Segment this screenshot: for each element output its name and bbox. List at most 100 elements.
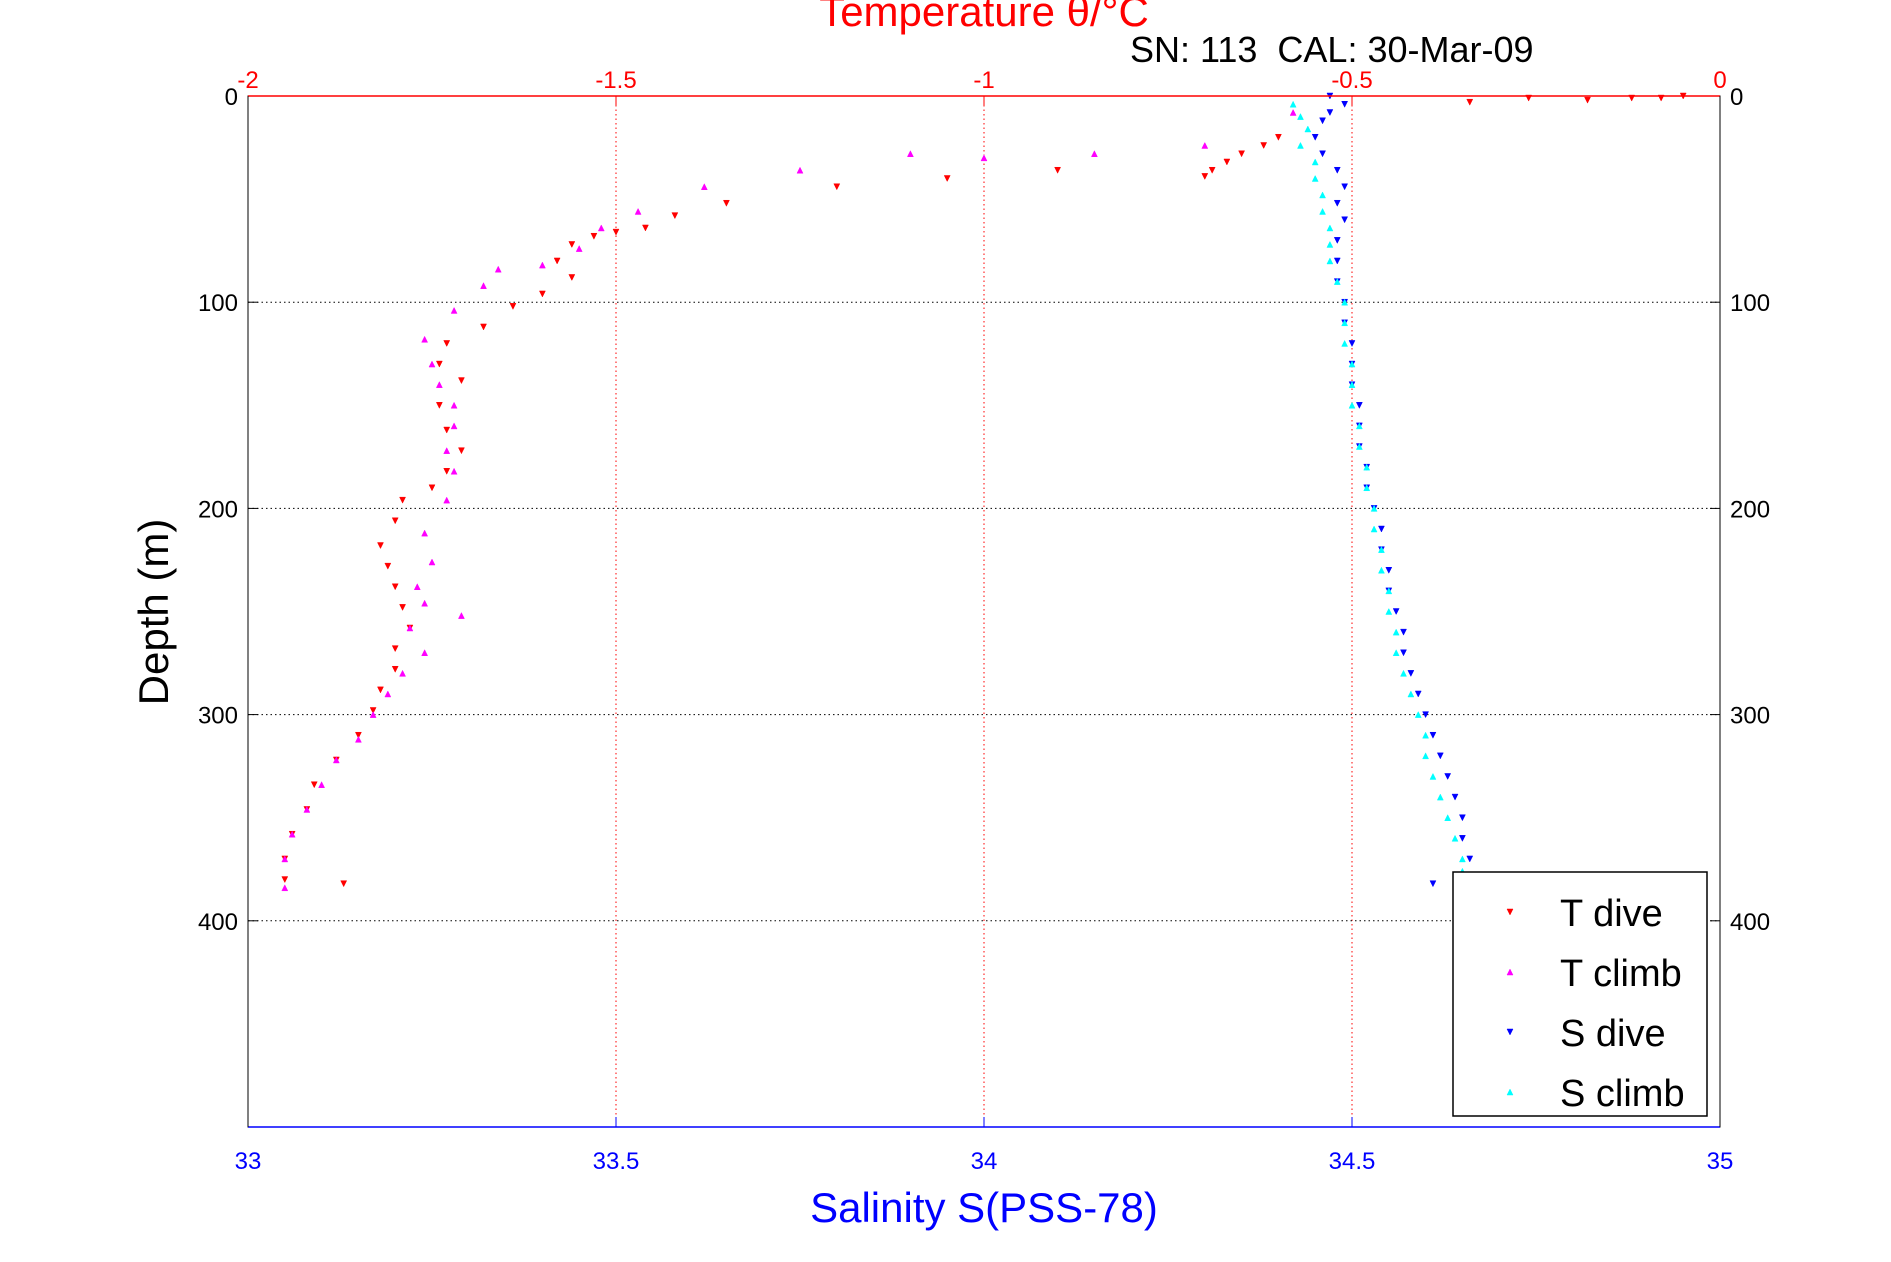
data-point	[399, 669, 406, 677]
data-point	[391, 645, 399, 653]
depth-tick-label-left: 300	[198, 703, 238, 730]
data-point	[443, 468, 451, 475]
data-point	[421, 529, 429, 537]
data-point	[575, 245, 583, 252]
data-point	[1407, 670, 1415, 677]
data-point	[399, 496, 406, 504]
data-point	[1223, 158, 1231, 166]
depth-tick-label-right: 100	[1730, 290, 1770, 317]
series-t-climb	[281, 108, 1297, 892]
data-point	[458, 377, 465, 385]
data-point	[943, 175, 951, 183]
data-point	[428, 558, 436, 566]
data-point	[1341, 100, 1349, 108]
salinity-tick-label: 34.5	[1329, 1148, 1376, 1175]
data-point	[509, 303, 517, 310]
data-point	[1436, 752, 1444, 760]
data-point	[391, 517, 399, 525]
data-point	[318, 781, 326, 788]
data-point	[1378, 525, 1385, 533]
data-point	[369, 707, 377, 715]
data-point	[1341, 298, 1349, 306]
data-point	[1429, 772, 1437, 780]
salinity-tick-label: 35	[1707, 1148, 1734, 1175]
data-point	[1341, 183, 1349, 191]
data-point	[1385, 587, 1393, 595]
data-point	[1274, 133, 1282, 141]
data-point	[1355, 442, 1363, 450]
depth-tick-label-right: 300	[1730, 703, 1770, 730]
data-point	[642, 224, 649, 232]
data-point	[1348, 360, 1356, 368]
data-point	[1348, 381, 1356, 388]
data-point	[450, 401, 458, 409]
data-point	[1333, 199, 1341, 207]
depth-tick-label-right: 0	[1730, 84, 1743, 111]
data-point	[281, 855, 289, 863]
data-point	[428, 484, 436, 492]
data-point	[553, 257, 561, 265]
data-point	[671, 212, 679, 220]
legend-label: S climb	[1560, 1073, 1685, 1115]
salinity-axis-title: Salinity S(PSS-78)	[810, 1184, 1158, 1231]
data-point	[458, 612, 465, 619]
temperature-tick-label: 0	[1713, 67, 1726, 94]
data-point	[1326, 224, 1334, 232]
data-point	[332, 756, 340, 764]
data-point	[1370, 525, 1378, 533]
data-point	[1319, 150, 1326, 158]
legend-marker	[1506, 1028, 1514, 1036]
data-point	[1378, 546, 1385, 553]
data-point	[906, 150, 914, 157]
data-point	[1311, 133, 1319, 141]
legend-marker	[1506, 908, 1514, 916]
data-point	[538, 261, 546, 269]
temperature-tick-label: -2	[237, 67, 258, 94]
data-point	[980, 154, 988, 162]
legend-label: T climb	[1560, 953, 1682, 995]
data-point	[1289, 100, 1297, 108]
data-point	[1363, 463, 1371, 471]
salinity-tick-label: 33	[235, 1148, 262, 1175]
data-point	[1400, 649, 1407, 657]
data-point	[1429, 731, 1437, 739]
data-point	[1451, 834, 1459, 842]
data-point	[1385, 607, 1393, 615]
data-point	[1451, 793, 1459, 801]
depth-tick-label-left: 200	[198, 496, 238, 523]
data-point	[1392, 608, 1400, 616]
data-point	[281, 876, 289, 884]
data-point	[1458, 835, 1466, 842]
depth-tick-label-right: 400	[1730, 909, 1770, 936]
data-point	[406, 624, 414, 632]
data-point	[1392, 649, 1400, 656]
data-point	[1319, 117, 1326, 125]
data-point	[421, 335, 429, 343]
data-point	[1466, 98, 1474, 106]
temperature-tick-label: -1.5	[595, 67, 636, 94]
series-s-climb	[1289, 100, 1466, 875]
data-point	[1208, 166, 1216, 174]
data-point	[450, 306, 458, 314]
data-point	[1348, 340, 1356, 347]
data-point	[1260, 142, 1268, 150]
temperature-tick-label: -1	[973, 67, 994, 94]
data-point	[1355, 402, 1363, 409]
data-point	[1319, 207, 1326, 215]
depth-tick-label-right: 200	[1730, 496, 1770, 523]
data-point	[1414, 711, 1422, 718]
data-point	[568, 274, 576, 282]
data-point	[480, 323, 487, 331]
legend-marker	[1506, 1088, 1514, 1096]
legend: T dive T climb S dive S climb	[1452, 871, 1708, 1117]
data-point	[435, 360, 443, 368]
data-point	[354, 735, 362, 743]
data-point	[1326, 257, 1334, 265]
data-point	[288, 830, 296, 838]
data-point	[1436, 793, 1444, 801]
data-point	[597, 224, 605, 232]
data-point	[1458, 814, 1466, 822]
data-point	[1407, 690, 1415, 698]
data-point	[494, 265, 502, 273]
